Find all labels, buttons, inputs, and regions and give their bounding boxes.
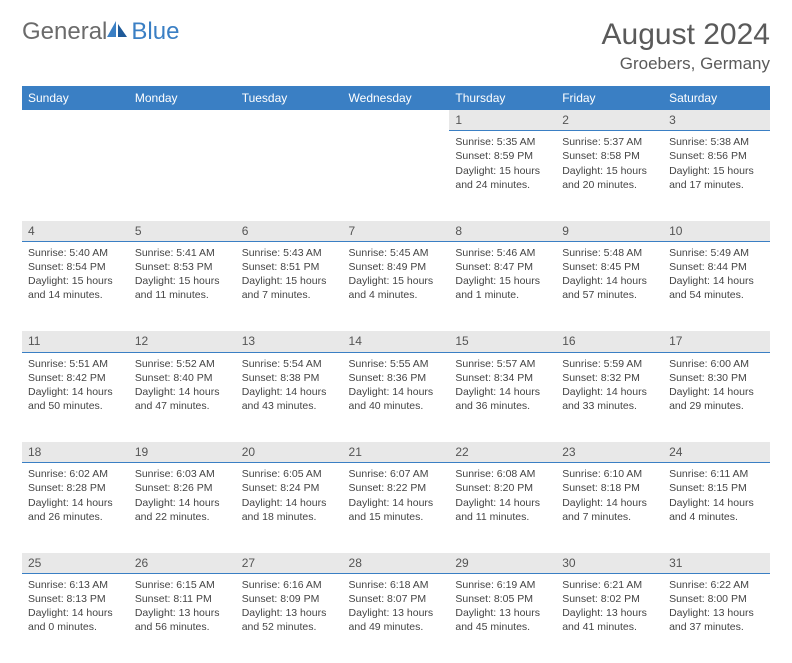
logo: General Blue — [22, 18, 179, 46]
day-number — [22, 110, 129, 131]
day-number: 15 — [449, 331, 556, 352]
day-cell: Sunrise: 6:10 AM Sunset: 8:18 PM Dayligh… — [556, 463, 663, 553]
day-cell: Sunrise: 5:54 AM Sunset: 8:38 PM Dayligh… — [236, 352, 343, 442]
day-number: 10 — [663, 221, 770, 242]
day-header: Wednesday — [343, 86, 450, 110]
day-number — [129, 110, 236, 131]
day-header: Sunday — [22, 86, 129, 110]
day-cell — [129, 131, 236, 221]
day-number: 6 — [236, 221, 343, 242]
day-cell: Sunrise: 6:00 AM Sunset: 8:30 PM Dayligh… — [663, 352, 770, 442]
content-row: Sunrise: 5:51 AM Sunset: 8:42 PM Dayligh… — [22, 352, 770, 442]
logo-text-general: General — [22, 18, 107, 46]
day-header: Saturday — [663, 86, 770, 110]
daynum-row: 45678910 — [22, 221, 770, 242]
day-number: 25 — [22, 553, 129, 574]
page-header: General Blue August 2024 Groebers, Germa… — [22, 18, 770, 74]
day-cell: Sunrise: 5:46 AM Sunset: 8:47 PM Dayligh… — [449, 241, 556, 331]
day-cell: Sunrise: 5:38 AM Sunset: 8:56 PM Dayligh… — [663, 131, 770, 221]
day-cell: Sunrise: 5:59 AM Sunset: 8:32 PM Dayligh… — [556, 352, 663, 442]
daynum-row: 11121314151617 — [22, 331, 770, 352]
day-cell: Sunrise: 6:07 AM Sunset: 8:22 PM Dayligh… — [343, 463, 450, 553]
day-number: 3 — [663, 110, 770, 131]
day-number: 1 — [449, 110, 556, 131]
day-number: 20 — [236, 442, 343, 463]
day-number: 17 — [663, 331, 770, 352]
day-number: 31 — [663, 553, 770, 574]
day-number: 27 — [236, 553, 343, 574]
day-number — [343, 110, 450, 131]
day-number: 30 — [556, 553, 663, 574]
day-number: 21 — [343, 442, 450, 463]
day-number: 4 — [22, 221, 129, 242]
day-number: 18 — [22, 442, 129, 463]
day-cell: Sunrise: 5:48 AM Sunset: 8:45 PM Dayligh… — [556, 241, 663, 331]
day-cell: Sunrise: 6:05 AM Sunset: 8:24 PM Dayligh… — [236, 463, 343, 553]
day-number: 23 — [556, 442, 663, 463]
month-title: August 2024 — [602, 18, 770, 52]
day-number: 22 — [449, 442, 556, 463]
day-number: 28 — [343, 553, 450, 574]
day-header: Tuesday — [236, 86, 343, 110]
day-cell: Sunrise: 5:37 AM Sunset: 8:58 PM Dayligh… — [556, 131, 663, 221]
day-number: 14 — [343, 331, 450, 352]
day-number: 26 — [129, 553, 236, 574]
day-number: 2 — [556, 110, 663, 131]
content-row: Sunrise: 6:02 AM Sunset: 8:28 PM Dayligh… — [22, 463, 770, 553]
day-number: 8 — [449, 221, 556, 242]
content-row: Sunrise: 5:35 AM Sunset: 8:59 PM Dayligh… — [22, 131, 770, 221]
day-cell: Sunrise: 5:57 AM Sunset: 8:34 PM Dayligh… — [449, 352, 556, 442]
logo-sail-icon — [107, 21, 129, 39]
day-header: Friday — [556, 86, 663, 110]
day-number: 9 — [556, 221, 663, 242]
day-cell — [22, 131, 129, 221]
location: Groebers, Germany — [602, 54, 770, 74]
title-block: August 2024 Groebers, Germany — [602, 18, 770, 74]
day-header: Monday — [129, 86, 236, 110]
day-number: 24 — [663, 442, 770, 463]
day-number — [236, 110, 343, 131]
day-cell: Sunrise: 6:22 AM Sunset: 8:00 PM Dayligh… — [663, 573, 770, 663]
day-cell: Sunrise: 5:52 AM Sunset: 8:40 PM Dayligh… — [129, 352, 236, 442]
day-cell: Sunrise: 6:02 AM Sunset: 8:28 PM Dayligh… — [22, 463, 129, 553]
day-cell — [343, 131, 450, 221]
content-row: Sunrise: 6:13 AM Sunset: 8:13 PM Dayligh… — [22, 573, 770, 663]
day-cell: Sunrise: 6:03 AM Sunset: 8:26 PM Dayligh… — [129, 463, 236, 553]
daynum-row: 18192021222324 — [22, 442, 770, 463]
day-number: 5 — [129, 221, 236, 242]
day-cell: Sunrise: 6:11 AM Sunset: 8:15 PM Dayligh… — [663, 463, 770, 553]
day-cell: Sunrise: 6:21 AM Sunset: 8:02 PM Dayligh… — [556, 573, 663, 663]
day-cell: Sunrise: 5:41 AM Sunset: 8:53 PM Dayligh… — [129, 241, 236, 331]
calendar-table: Sunday Monday Tuesday Wednesday Thursday… — [22, 86, 770, 663]
day-cell: Sunrise: 5:35 AM Sunset: 8:59 PM Dayligh… — [449, 131, 556, 221]
day-number: 29 — [449, 553, 556, 574]
daynum-row: 25262728293031 — [22, 553, 770, 574]
day-number: 7 — [343, 221, 450, 242]
day-cell: Sunrise: 5:45 AM Sunset: 8:49 PM Dayligh… — [343, 241, 450, 331]
day-cell: Sunrise: 5:43 AM Sunset: 8:51 PM Dayligh… — [236, 241, 343, 331]
day-cell — [236, 131, 343, 221]
day-cell: Sunrise: 5:49 AM Sunset: 8:44 PM Dayligh… — [663, 241, 770, 331]
day-number: 19 — [129, 442, 236, 463]
daynum-row: 123 — [22, 110, 770, 131]
day-cell: Sunrise: 6:13 AM Sunset: 8:13 PM Dayligh… — [22, 573, 129, 663]
day-header: Thursday — [449, 86, 556, 110]
day-cell: Sunrise: 6:18 AM Sunset: 8:07 PM Dayligh… — [343, 573, 450, 663]
day-cell: Sunrise: 6:08 AM Sunset: 8:20 PM Dayligh… — [449, 463, 556, 553]
day-cell: Sunrise: 5:55 AM Sunset: 8:36 PM Dayligh… — [343, 352, 450, 442]
day-number: 16 — [556, 331, 663, 352]
content-row: Sunrise: 5:40 AM Sunset: 8:54 PM Dayligh… — [22, 241, 770, 331]
day-number: 12 — [129, 331, 236, 352]
day-number: 11 — [22, 331, 129, 352]
logo-text-blue: Blue — [131, 18, 179, 46]
day-number: 13 — [236, 331, 343, 352]
day-cell: Sunrise: 6:15 AM Sunset: 8:11 PM Dayligh… — [129, 573, 236, 663]
day-header-row: Sunday Monday Tuesday Wednesday Thursday… — [22, 86, 770, 110]
day-cell: Sunrise: 5:40 AM Sunset: 8:54 PM Dayligh… — [22, 241, 129, 331]
day-cell: Sunrise: 5:51 AM Sunset: 8:42 PM Dayligh… — [22, 352, 129, 442]
day-cell: Sunrise: 6:19 AM Sunset: 8:05 PM Dayligh… — [449, 573, 556, 663]
day-cell: Sunrise: 6:16 AM Sunset: 8:09 PM Dayligh… — [236, 573, 343, 663]
